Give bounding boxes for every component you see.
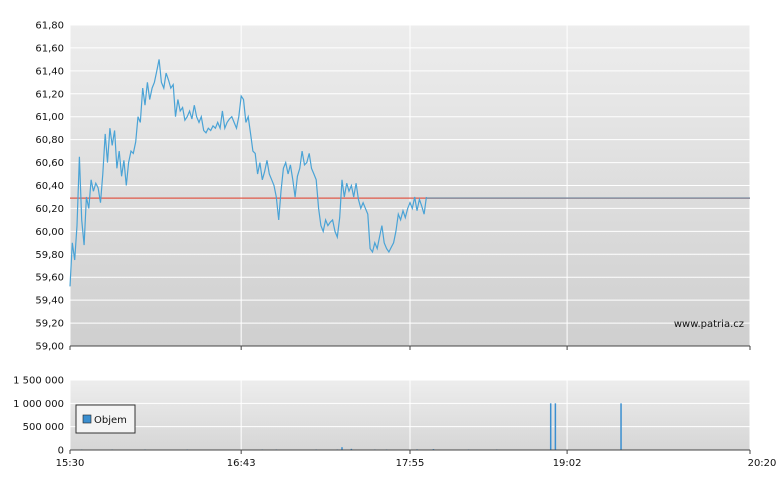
volume-panel: 1 500 000 1 000 000 500 000 0 15:30 16:43 17:… bbox=[13, 376, 776, 470]
x-tick-label: 17:55 bbox=[396, 458, 425, 469]
x-tick-label: 16:43 bbox=[227, 458, 256, 469]
x-axis-time-labels: 15:30 16:43 17:55 19:02 20:20 bbox=[56, 450, 777, 469]
price-y-tick-label: 60,40 bbox=[35, 181, 64, 192]
legend-label: Objem bbox=[94, 415, 127, 426]
price-y-tick-label: 61,00 bbox=[35, 112, 64, 123]
volume-grid bbox=[69, 379, 751, 450]
volume-y-tick-label: 1 500 000 bbox=[13, 376, 64, 387]
price-y-tick-label: 60,80 bbox=[35, 135, 64, 146]
price-x-ticks bbox=[69, 346, 751, 350]
price-y-tick-label: 59,40 bbox=[35, 296, 64, 307]
legend-swatch bbox=[82, 414, 92, 424]
volume-y-tick-label: 0 bbox=[58, 446, 64, 457]
price-y-tick-label: 61,60 bbox=[35, 43, 64, 54]
price-y-tick-label: 61,40 bbox=[35, 66, 64, 77]
x-tick-label: 20:20 bbox=[748, 458, 777, 469]
price-y-tick-label: 60,20 bbox=[35, 204, 64, 215]
volume-y-axis: 1 500 000 1 000 000 500 000 0 bbox=[13, 376, 64, 457]
volume-bar bbox=[620, 403, 622, 450]
price-series bbox=[69, 59, 427, 287]
price-panel: 61,80 61,60 61,40 61,20 61,00 60,80 60,60 60,40… bbox=[35, 21, 751, 353]
x-tick-label: 15:30 bbox=[56, 458, 85, 469]
volume-y-tick-label: 1 000 000 bbox=[13, 399, 64, 410]
price-y-tick-label: 59,00 bbox=[35, 342, 64, 353]
price-line bbox=[69, 59, 427, 287]
price-y-axis: 61,80 61,60 61,40 61,20 61,00 60,80 60,60 60,40… bbox=[35, 21, 64, 353]
volume-bar bbox=[549, 403, 552, 450]
price-y-tick-label: 60,60 bbox=[35, 158, 64, 169]
price-grid bbox=[69, 24, 751, 346]
volume-legend: Objem bbox=[75, 404, 136, 434]
volume-bar bbox=[350, 448, 353, 450]
volume-bar bbox=[554, 403, 557, 450]
price-y-tick-label: 61,80 bbox=[35, 21, 64, 32]
x-tick-label: 19:02 bbox=[553, 458, 582, 469]
volume-y-tick-label: 500 000 bbox=[23, 422, 64, 433]
volume-bar bbox=[341, 447, 343, 450]
price-y-tick-label: 61,20 bbox=[35, 89, 64, 100]
price-y-tick-label: 59,20 bbox=[35, 319, 64, 330]
price-y-tick-label: 59,80 bbox=[35, 250, 64, 261]
price-y-tick-label: 59,60 bbox=[35, 273, 64, 284]
price-y-tick-label: 60,00 bbox=[35, 227, 64, 238]
watermark: www.patria.cz bbox=[674, 319, 744, 330]
